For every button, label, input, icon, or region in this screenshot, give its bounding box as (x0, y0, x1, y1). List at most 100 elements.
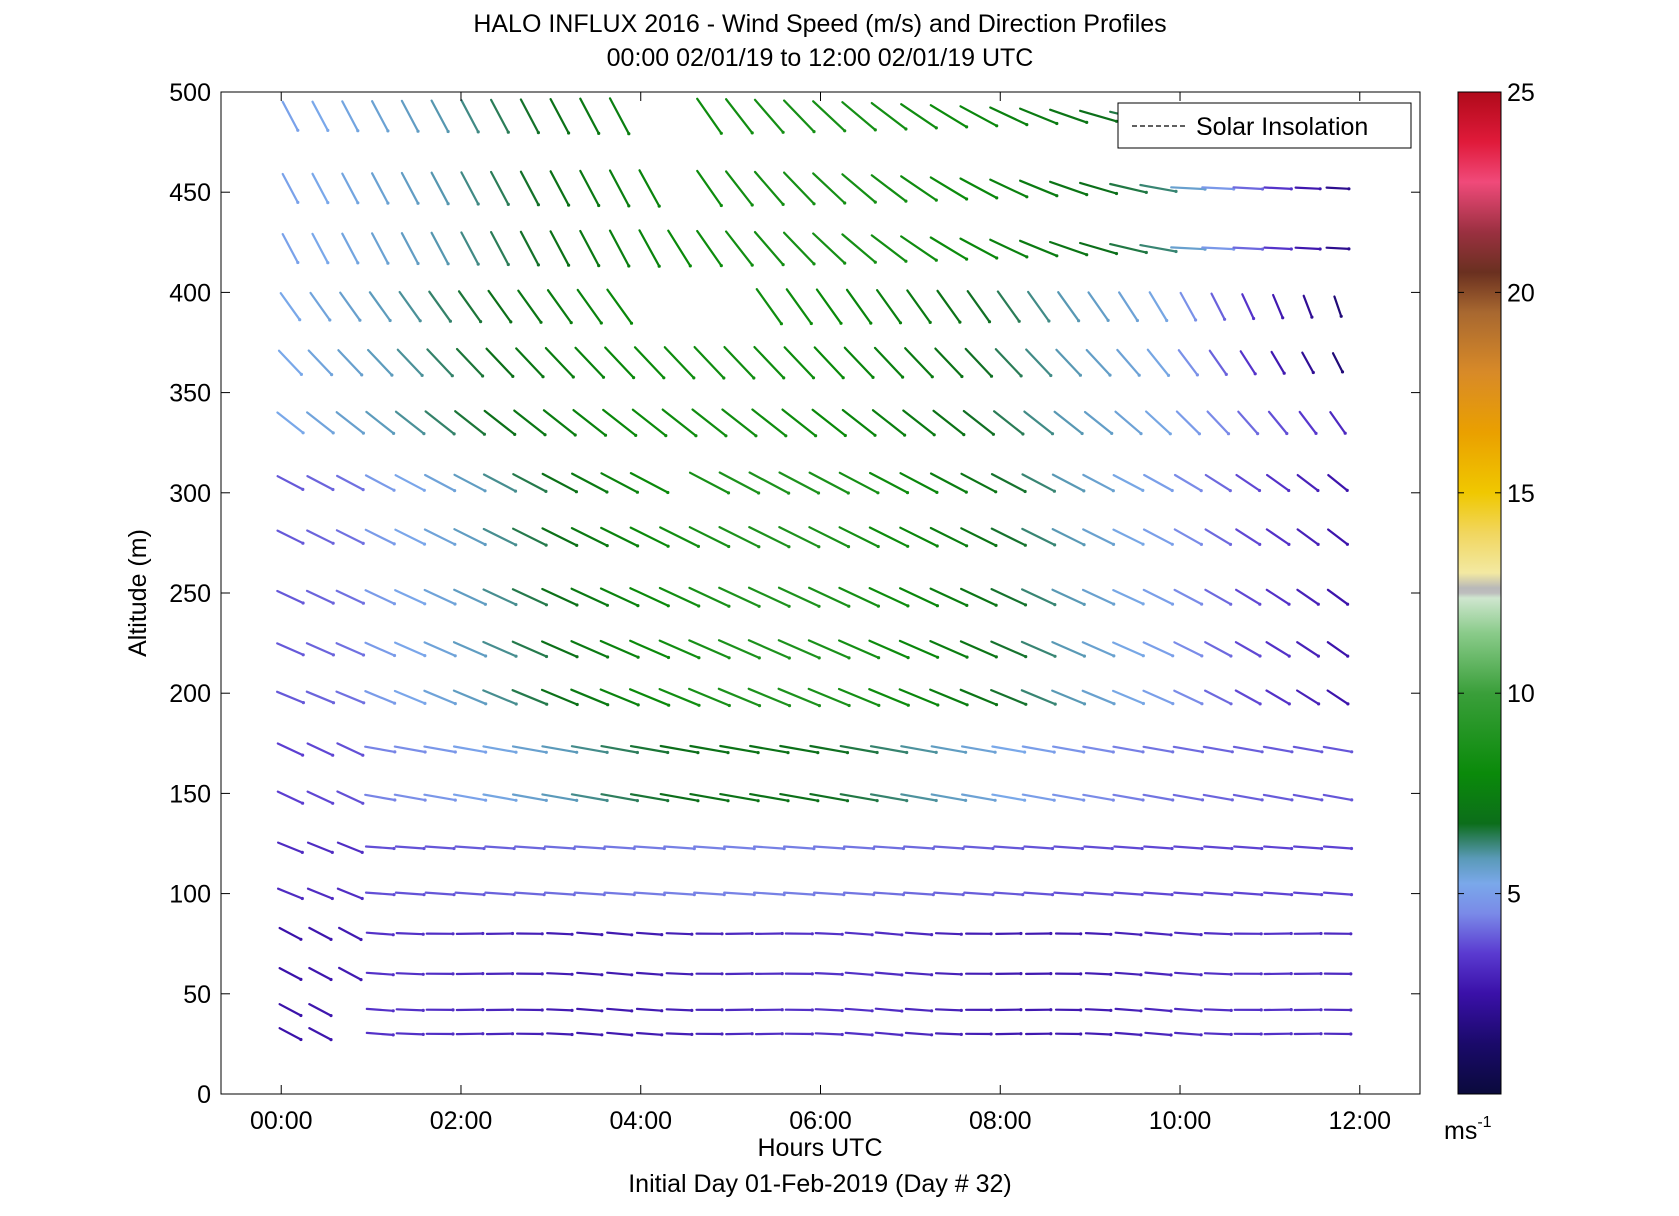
wind-barb (485, 347, 515, 378)
wind-barb (490, 170, 510, 206)
wind-barb (838, 526, 880, 549)
wind-barb-head (727, 544, 731, 549)
wind-barb (658, 586, 701, 608)
wind-barb (667, 229, 692, 268)
wind-barb-head (1316, 602, 1320, 606)
wind-barb (424, 845, 456, 851)
wind-barb (426, 348, 454, 378)
wind-barb-head (296, 260, 300, 265)
wind-barb (1020, 640, 1057, 658)
wind-barb-shaft (546, 289, 573, 324)
wind-barb-head (662, 893, 666, 897)
wind-barb (606, 1007, 634, 1013)
wind-barb-head (1019, 1032, 1023, 1036)
wind-barb (425, 1032, 455, 1036)
wind-barb (934, 972, 963, 976)
wind-barb (868, 688, 910, 707)
wind-barb (425, 972, 455, 976)
wind-barb (717, 639, 761, 660)
wind-barb-shaft (991, 793, 1026, 802)
wind-barb (1024, 931, 1053, 936)
wind-barb-shaft (1081, 588, 1115, 606)
wind-barb-head (1077, 319, 1081, 323)
wind-barb-head (666, 604, 670, 608)
wind-barb (1112, 474, 1145, 492)
wind-barb-head (750, 1008, 754, 1012)
wind-barb-head (1080, 893, 1084, 897)
wind-barb (665, 1032, 694, 1036)
wind-barb-shaft (306, 529, 335, 545)
wind-barb (904, 971, 934, 977)
wind-barb (784, 1032, 814, 1036)
wind-barb-shaft (393, 793, 427, 802)
wind-barb-shaft (452, 745, 487, 754)
wind-barb-shaft (365, 1031, 395, 1037)
wind-barb (903, 845, 935, 851)
wind-barb (395, 1032, 425, 1036)
wind-barb-head (1053, 603, 1057, 607)
wind-barb-head (300, 850, 304, 855)
wind-barb (277, 841, 304, 855)
wind-barb-shaft (393, 689, 426, 705)
wind-barb-head (901, 375, 905, 379)
wind-barb-head (423, 701, 427, 706)
wind-barb-shaft (1177, 349, 1199, 376)
wind-barb (1204, 528, 1233, 547)
wind-barb-shaft (485, 347, 514, 378)
wind-barb (1114, 410, 1143, 436)
wind-barb-head (453, 654, 457, 658)
wind-barb-shaft (932, 409, 965, 436)
wind-barb-shaft (665, 1032, 693, 1036)
wind-barb-shaft (959, 237, 998, 260)
wind-barb-shaft (1051, 689, 1086, 706)
wind-barb-head (1025, 123, 1029, 127)
wind-barb-head (786, 799, 790, 803)
wind-barb (782, 845, 816, 851)
wind-barb-shaft (1020, 640, 1057, 658)
wind-barb (1114, 971, 1143, 977)
wind-barb-shaft (779, 744, 819, 754)
wind-barb (929, 526, 969, 548)
wind-barb (606, 288, 634, 325)
wind-barb-shaft (1173, 641, 1203, 658)
wind-barb-shaft (455, 347, 484, 378)
wind-barb-head (570, 1032, 574, 1037)
wind-barb-shaft (749, 792, 790, 802)
wind-barb (1139, 183, 1178, 193)
wind-barb-head (750, 263, 754, 267)
wind-barb-head (1082, 543, 1086, 547)
wind-barb-shaft (453, 473, 487, 492)
wind-barb-head (842, 893, 846, 897)
wind-barb (606, 971, 634, 977)
wind-barb-shaft (371, 232, 389, 265)
wind-barb (1055, 348, 1082, 377)
wind-barb-head (602, 893, 606, 897)
wind-barb-head (600, 973, 604, 977)
y-tick-label: 300 (169, 480, 211, 508)
wind-barb-head (632, 893, 636, 897)
wind-barb (930, 745, 968, 754)
wind-barb (1081, 641, 1116, 658)
wind-barb-head (570, 972, 574, 976)
wind-barb-head (964, 490, 968, 494)
wind-barb-head (540, 972, 544, 976)
wind-barb-head (575, 702, 579, 707)
wind-barb (837, 687, 881, 708)
wind-barb (1172, 745, 1205, 754)
wind-barb-head (812, 262, 816, 266)
wind-barb-head (514, 654, 518, 658)
wind-barb-head (688, 264, 692, 268)
wind-barb (1143, 845, 1174, 851)
wind-barb-head (1349, 846, 1354, 851)
wind-barb-head (696, 751, 700, 755)
wind-barb-shaft (276, 742, 304, 757)
wind-barb (482, 745, 518, 754)
wind-barb (959, 587, 998, 607)
wind-barb (635, 971, 664, 977)
wind-barb-shaft (875, 289, 902, 324)
wind-barb (1173, 641, 1204, 658)
wind-barb-head (392, 542, 396, 546)
wind-barb (929, 176, 969, 201)
wind-barb-shaft (576, 1007, 603, 1012)
wind-barb-head (930, 933, 934, 937)
